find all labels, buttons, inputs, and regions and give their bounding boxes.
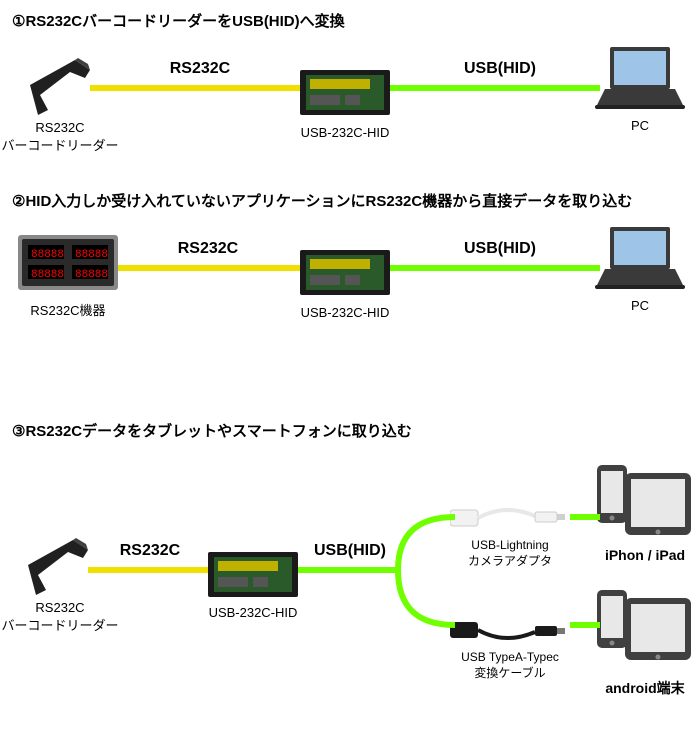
barcode-reader-icon [20, 50, 100, 120]
laptop-label-1: PC [570, 118, 700, 133]
android-devices-icon [595, 590, 695, 670]
typec-adapter-label-l1: USB TypeA-Typec [461, 650, 559, 664]
barcode-reader-label-l2: バーコードリーダー [1, 138, 118, 153]
converter-label-3: USB-232C-HID [183, 605, 323, 620]
cable-usbhid-3 [298, 567, 398, 573]
section-1-heading: ①RS232CバーコードリーダーをUSB(HID)へ変換 [12, 10, 345, 31]
cable-usbhid-3-label: USB(HID) [300, 542, 400, 560]
barcode-reader-icon-2 [18, 530, 98, 600]
cable-rs232c-1 [90, 85, 300, 91]
cable-usbhid-1 [390, 85, 600, 91]
cable-usbhid-2 [390, 265, 600, 271]
barcode-reader-label-2-l1: RS232C [35, 600, 84, 615]
section-2-heading: ②HID入力しか受け入れていないアプリケーションにRS232C機器から直接データ… [12, 190, 632, 211]
cable-rs232c-2 [118, 265, 300, 271]
cable-usbhid-1-label: USB(HID) [440, 60, 560, 78]
iphone-ipad-icon [595, 465, 695, 545]
cable-usbhid-2-label: USB(HID) [440, 240, 560, 258]
cable-fork [395, 505, 605, 635]
converter-icon-1 [300, 65, 390, 120]
rs232c-instrument-label: RS232C機器 [0, 300, 138, 319]
laptop-icon-2 [595, 225, 685, 295]
svg-text:88888: 88888 [75, 249, 108, 261]
svg-text:88888: 88888 [31, 249, 64, 261]
converter-label-1: USB-232C-HID [275, 125, 415, 140]
android-devices-label: android端末 [575, 678, 700, 698]
cable-rs232c-1-label: RS232C [150, 60, 250, 78]
laptop-icon-1 [595, 45, 685, 115]
section-3-heading: ③RS232Cデータをタブレットやスマートフォンに取り込む [12, 420, 412, 441]
barcode-reader-label-2-l2: バーコードリーダー [1, 618, 118, 633]
svg-text:88888: 88888 [75, 269, 108, 281]
converter-label-2: USB-232C-HID [275, 305, 415, 320]
cable-rs232c-3 [88, 567, 208, 573]
typec-adapter-label: USB TypeA-Typec 変換ケーブル [440, 650, 580, 681]
barcode-reader-label-l1: RS232C [35, 120, 84, 135]
cable-rs232c-2-label: RS232C [158, 240, 258, 258]
converter-icon-3 [208, 547, 298, 602]
cable-rs232c-3-label: RS232C [100, 542, 200, 560]
rs232c-instrument-icon: 88888 88888 88888 88888 [18, 235, 118, 295]
barcode-reader-label: RS232C バーコードリーダー [0, 120, 130, 154]
laptop-label-2: PC [570, 298, 700, 313]
typec-adapter-label-l2: 変換ケーブル [474, 666, 545, 680]
barcode-reader-label-2: RS232C バーコードリーダー [0, 600, 130, 634]
svg-text:88888: 88888 [31, 269, 64, 281]
converter-icon-2 [300, 245, 390, 300]
